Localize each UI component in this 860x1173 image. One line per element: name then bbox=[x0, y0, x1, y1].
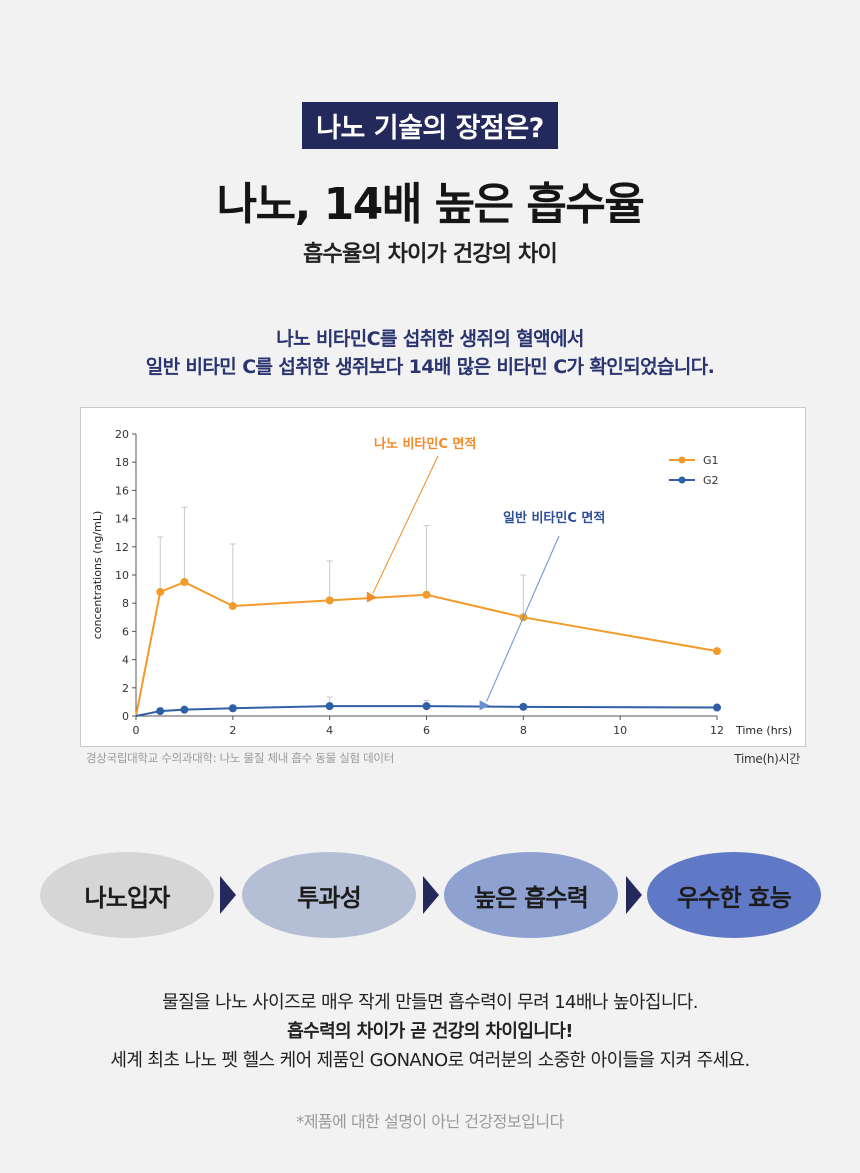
y-tick-label: 16 bbox=[115, 484, 129, 497]
x-axis-title: Time (hrs) bbox=[735, 724, 792, 737]
data-point-g2 bbox=[180, 705, 189, 714]
y-axis-title: concentrations (ng/mL) bbox=[91, 511, 104, 640]
annotation-nano-arrowhead-icon bbox=[366, 591, 377, 603]
x-tick-label: 0 bbox=[133, 724, 140, 737]
x-tick-label: 4 bbox=[326, 724, 333, 737]
description-line-2: 일반 비타민 C를 섭취한 생쥐보다 14배 많은 비타민 C가 확인되었습니다… bbox=[145, 356, 715, 378]
data-point-g1 bbox=[325, 596, 334, 605]
annotation-regular-arrowhead-icon bbox=[479, 700, 490, 711]
body-line-3: 세계 최초 나노 펫 헬스 케어 제품인 GONANO로 여러분의 소중한 아이… bbox=[110, 1050, 750, 1071]
x-tick-label: 12 bbox=[710, 724, 724, 737]
x-tick-label: 10 bbox=[613, 724, 627, 737]
y-tick-label: 4 bbox=[122, 654, 129, 667]
step-arrow-icon bbox=[626, 876, 642, 914]
data-point-g2 bbox=[156, 707, 165, 716]
y-tick-label: 20 bbox=[115, 428, 129, 441]
x-tick-label: 6 bbox=[423, 724, 430, 737]
data-point-g1 bbox=[180, 578, 189, 587]
annotation-nano-leader bbox=[372, 455, 439, 594]
series-line-g2 bbox=[135, 705, 718, 717]
page-subhead: 흡수율의 차이가 건강의 차이 bbox=[303, 242, 558, 267]
section-badge: 나노 기술의 장점은? bbox=[302, 102, 558, 149]
body-line-2: 흡수력의 차이가 곧 건강의 차이입니다! bbox=[287, 1021, 573, 1042]
annotation-nano-area: 나노 비타민C 면적 bbox=[374, 436, 476, 452]
step-arrow-icon bbox=[423, 876, 439, 914]
page-headline: 나노, 14배 높은 흡수율 bbox=[216, 179, 645, 230]
footnote: *제품에 대한 설명이 아닌 건강정보입니다 bbox=[296, 1112, 564, 1131]
step-arrow-icon bbox=[220, 876, 236, 914]
y-tick-label: 12 bbox=[115, 541, 129, 554]
process-steps: 나노입자 투과성 높은 흡수력 우수한 효능 bbox=[0, 852, 860, 938]
y-tick-label: 18 bbox=[115, 456, 129, 469]
description-line-1: 나노 비타민C를 섭취한 생쥐의 혈액에서 bbox=[276, 328, 584, 350]
step-permeability: 투과성 bbox=[242, 852, 416, 938]
annotation-regular-leader bbox=[486, 535, 560, 702]
step-high-absorption: 높은 흡수력 bbox=[444, 852, 618, 938]
data-point-g1 bbox=[156, 587, 165, 596]
step-nanoparticle: 나노입자 bbox=[40, 852, 214, 938]
data-point-g2 bbox=[325, 702, 334, 711]
data-point-g2 bbox=[422, 702, 431, 711]
chart-container: 0 2 4 6 8 10 12 14 16 18 20 0 2 4 6 8 10 12 Time (hrs) conc… bbox=[80, 407, 806, 747]
x-tick-label: 2 bbox=[229, 724, 236, 737]
chart-source: 경상국립대학교 수의과대학: 나노 물질 체내 흡수 동물 실험 데이터 bbox=[86, 751, 394, 765]
y-tick-label: 2 bbox=[122, 682, 129, 695]
legend-marker-g2 bbox=[678, 476, 686, 484]
legend-label-g1: G1 bbox=[703, 454, 719, 467]
data-point-g2 bbox=[519, 702, 528, 711]
data-point-g2 bbox=[713, 703, 721, 712]
y-tick-label: 0 bbox=[122, 710, 129, 723]
data-point-g1 bbox=[713, 647, 721, 656]
concentration-line-chart: 0 2 4 6 8 10 12 14 16 18 20 0 2 4 6 8 10 12 Time (hrs) conc… bbox=[91, 428, 792, 737]
annotation-regular-area: 일반 비타민C 면적 bbox=[503, 510, 605, 526]
data-point-g2 bbox=[228, 704, 237, 713]
legend-marker-g1 bbox=[678, 456, 686, 464]
y-tick-label: 10 bbox=[115, 569, 129, 582]
data-point-g1 bbox=[422, 590, 431, 599]
step-excellent-efficacy: 우수한 효능 bbox=[647, 852, 821, 938]
y-tick-label: 6 bbox=[122, 625, 129, 638]
series-line-g1 bbox=[135, 580, 718, 717]
x-tick-label: 8 bbox=[520, 724, 527, 737]
data-point-g1 bbox=[228, 602, 237, 611]
y-tick-label: 8 bbox=[122, 597, 129, 610]
badge-wrapper: 나노 기술의 장점은? bbox=[0, 102, 860, 149]
y-tick-label: 14 bbox=[115, 513, 129, 526]
body-line-1: 물질을 나노 사이즈로 매우 작게 만들면 흡수력이 무려 14배나 높아집니다… bbox=[162, 992, 698, 1013]
x-axis-unit-korean: Time(h)시간 bbox=[734, 752, 800, 766]
legend-label-g2: G2 bbox=[703, 474, 719, 487]
